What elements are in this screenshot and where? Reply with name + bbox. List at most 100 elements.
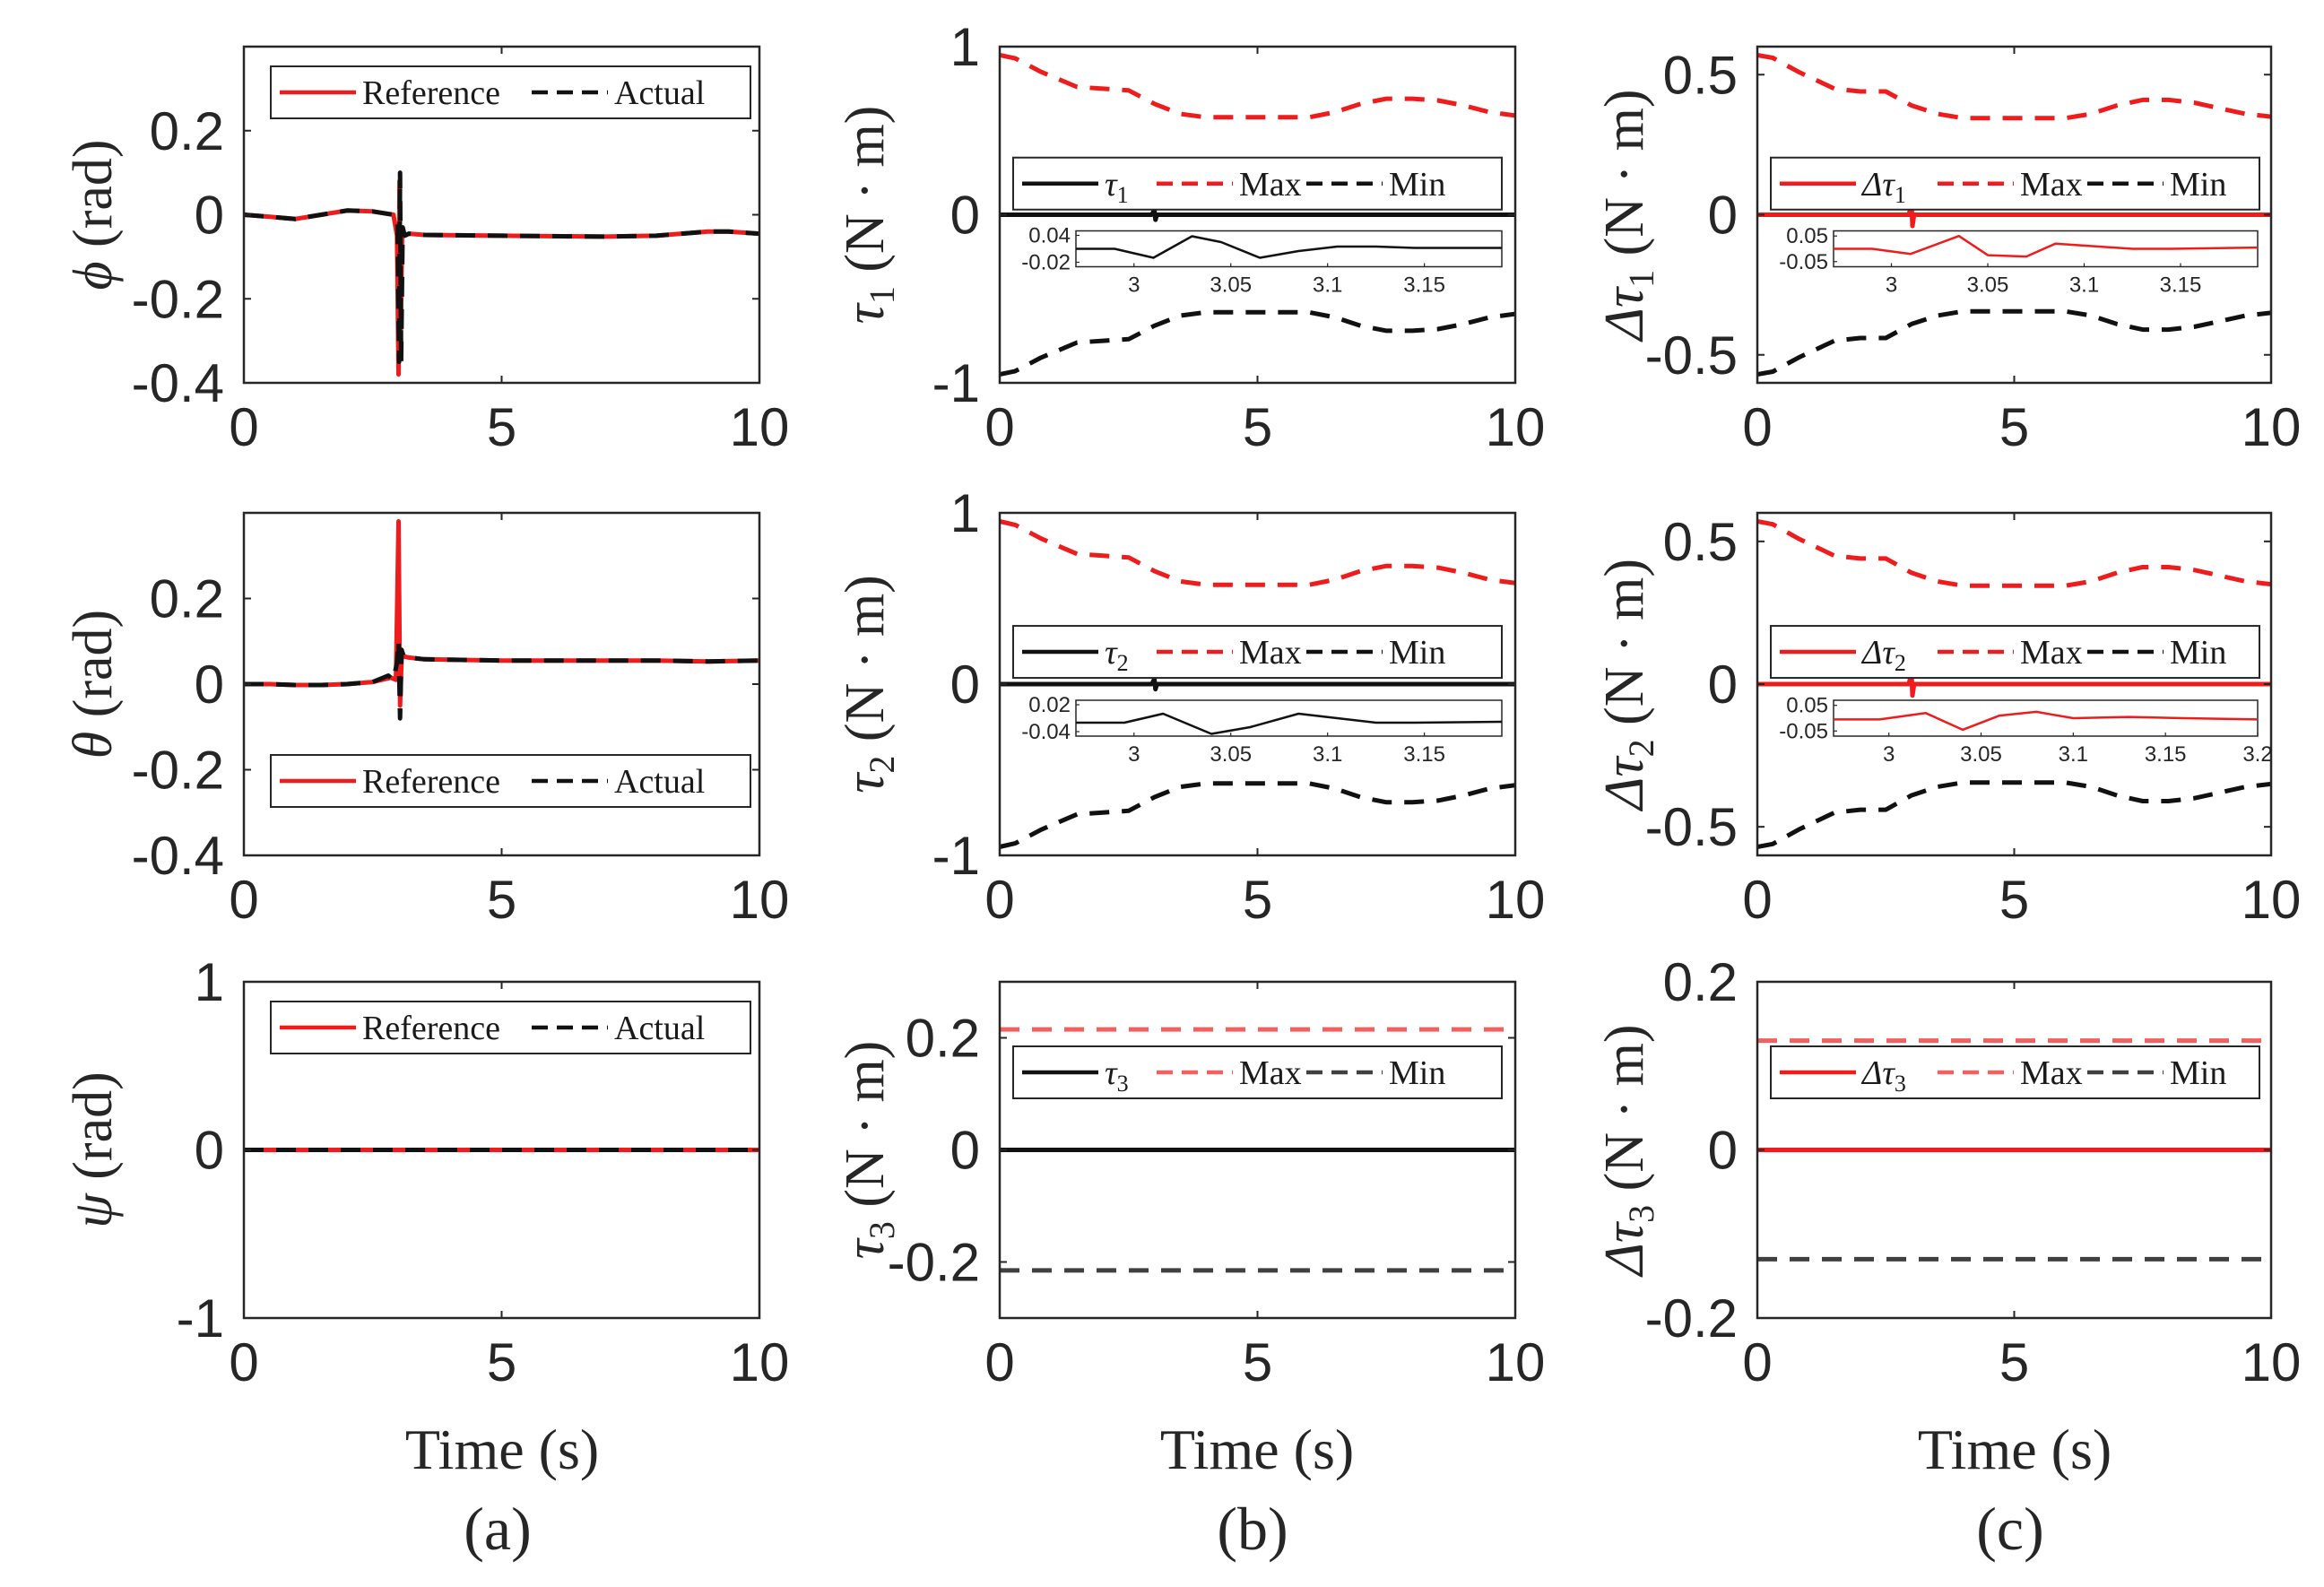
inset-x-tick-label: 3: [1886, 273, 1897, 298]
y-tick-label: -1: [177, 1288, 224, 1349]
inset-y-tick-label: -0.05: [1779, 250, 1828, 274]
y-tick-label: 0.2: [150, 569, 224, 629]
series-line-max-1: [1757, 519, 2271, 588]
legend-label: Min: [1389, 634, 1445, 672]
y-axis-label: τ1 (N · m): [835, 106, 902, 325]
legend-label: Reference: [362, 763, 500, 801]
legend-label: Max: [1239, 634, 1302, 672]
series-line-2-0: [1757, 670, 2271, 698]
x-tick-label: 10: [730, 1332, 790, 1392]
y-tick-label: 0: [1708, 1121, 1738, 1181]
y-tick-label: 0: [195, 655, 224, 715]
inset-x-tick-label: 3.1: [2059, 742, 2088, 767]
inset-x-tick-label: 3.2: [2242, 742, 2272, 767]
inset-x-tick-label: 3.05: [1967, 273, 2009, 298]
inset-x-tick-label: 3.05: [1210, 273, 1252, 298]
inset-x-tick-label: 3.05: [1210, 742, 1252, 767]
x-tick-label: 5: [1999, 397, 2029, 457]
legend: Reference Actual: [270, 1001, 751, 1054]
y-axis-label-symbol: τ: [835, 301, 896, 324]
zoom-inset: 3 3.05 3.1 3.15 0.02 -0.04: [1021, 693, 1503, 767]
series-line-min-2: [1757, 780, 2271, 849]
y-axis-label-symbol: ϕ: [63, 261, 124, 290]
series-line-min-2: [1000, 781, 1515, 849]
time-axis-label-c: Time (s): [1918, 1418, 2112, 1481]
y-axis-label: θ (rad): [63, 610, 124, 759]
legend-label-subscript: 2: [1895, 650, 1906, 676]
series-group: [1000, 519, 1515, 849]
inset-series-line: [1834, 234, 2259, 258]
series-group: [1757, 519, 2271, 849]
y-axis-label-unit: (rad): [63, 139, 124, 261]
y-tick-label: 0: [195, 186, 224, 246]
inset-x-tick-label: 3: [1128, 742, 1140, 767]
y-tick-label: -0.4: [132, 353, 224, 413]
x-tick-label: 5: [487, 1332, 516, 1392]
y-axis-label: τ3 (N · m): [835, 1041, 902, 1260]
series-line-min-2: [1000, 309, 1515, 377]
y-axis-label-symbol: Δτ: [1594, 755, 1655, 812]
series-line-2-0: [1000, 676, 1515, 692]
inset-y-tick-label: -0.04: [1021, 720, 1071, 744]
legend-box: [270, 1001, 751, 1054]
y-axis-label: ψ (rad): [63, 1071, 124, 1227]
series-line-max-1: [1757, 52, 2271, 121]
y-axis-label-symbol: τ: [835, 771, 896, 794]
y-axis-label-subscript: 2: [1621, 739, 1661, 757]
legend-label: Max: [1239, 1054, 1302, 1092]
inset-x-tick-label: 3.1: [2069, 273, 2099, 298]
inset-x-tick-label: 3.15: [2145, 742, 2187, 767]
x-tick-label: 10: [730, 870, 790, 930]
legend-label: Max: [1239, 166, 1302, 204]
y-tick-label: -1: [932, 826, 980, 886]
legend-label: Δτ2: [1860, 634, 1906, 676]
x-tick-label: 10: [2242, 397, 2302, 457]
x-tick-label: 0: [984, 870, 1014, 930]
inset-x-tick-label: 3: [1128, 273, 1140, 298]
x-tick-label: 0: [984, 397, 1014, 457]
column-label-b: (b): [1217, 1495, 1288, 1563]
y-axis-label-subscript: 3: [1621, 1205, 1661, 1223]
x-tick-label: 0: [984, 1332, 1014, 1392]
figure-labels: Time (s) Time (s) Time (s) (a) (b) (c): [405, 1418, 2112, 1563]
legend-label-symbol: Δτ: [1860, 634, 1895, 672]
legend: Δτ2 Max Min: [1770, 625, 2260, 680]
legend: Reference Actual: [270, 754, 751, 808]
legend-label-subscript: 3: [1895, 1071, 1906, 1097]
legend-label-subscript: 1: [1117, 182, 1129, 208]
x-tick-label: 5: [1999, 870, 2029, 930]
y-axis-label-symbol: θ: [63, 732, 124, 759]
legend-label: Actual: [614, 763, 705, 801]
legend-label: τ2: [1105, 634, 1129, 676]
x-tick-label: 5: [487, 870, 516, 930]
legend: τ1 Max Min: [1012, 156, 1503, 211]
x-tick-label: 0: [229, 397, 258, 457]
x-tick-label: 10: [1486, 870, 1546, 930]
legend-label: Min: [2170, 1054, 2226, 1092]
legend: τ3 Max Min: [1012, 1045, 1503, 1099]
series-group: [1000, 52, 1515, 377]
series-line-1-0: [1757, 201, 2271, 229]
x-tick-label: 10: [1486, 397, 1546, 457]
y-axis-label: ϕ (rad): [63, 139, 124, 290]
x-tick-label: 5: [1243, 397, 1272, 457]
y-tick-label: 1: [950, 483, 980, 543]
legend-label-subscript: 2: [1117, 650, 1129, 676]
x-tick-label: 5: [487, 397, 516, 457]
series-line-1-0: [1000, 207, 1515, 222]
column-label-c: (c): [1976, 1495, 2043, 1563]
legend-label: Actual: [614, 1010, 705, 1047]
zoom-inset: 3 3.05 3.1 3.15 3.2 0.05-0.05: [1779, 694, 2272, 767]
y-axis-label-unit: (N · m): [1594, 559, 1655, 739]
y-tick-label: 1: [950, 17, 980, 77]
inset-y-tick-label: -0.05: [1779, 719, 1828, 743]
y-tick-label: -0.2: [132, 741, 224, 801]
legend-label: Max: [2020, 634, 2083, 672]
series-line-reference-0: [244, 178, 759, 377]
y-axis-label-symbol: τ: [835, 1236, 896, 1259]
y-tick-label: -0.5: [1645, 325, 1738, 386]
y-axis-label-subscript: 1: [1621, 270, 1661, 288]
